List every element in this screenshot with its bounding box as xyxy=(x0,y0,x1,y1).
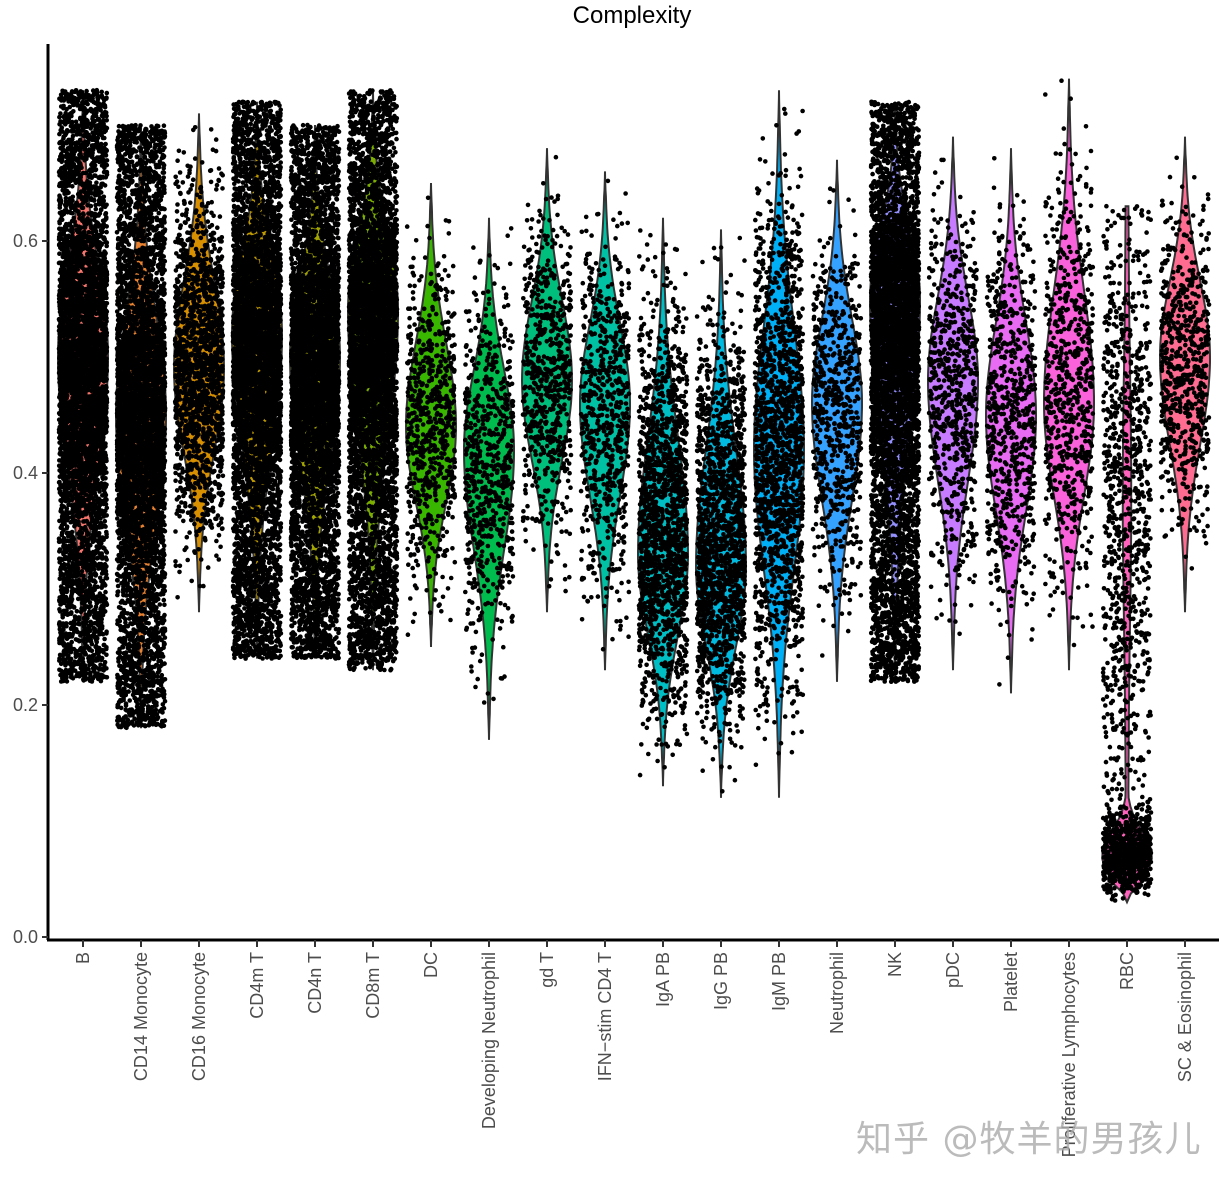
y-tick-label: 0.2 xyxy=(13,695,38,715)
watermark-text: 知乎 @牧羊的男孩儿 xyxy=(856,1110,1201,1162)
x-tick-label: Developing Neutrophil xyxy=(479,952,499,1129)
x-tick-label: gd T xyxy=(537,952,557,988)
y-tick-label: 0.6 xyxy=(13,231,38,251)
x-tick-label: B xyxy=(73,952,93,964)
x-tick-label: CD8m T xyxy=(363,952,383,1019)
x-tick-label: NK xyxy=(885,952,905,977)
x-tick-label: CD4n T xyxy=(305,952,325,1014)
y-axis-ticks: 0.0 0.2 0.4 0.6 xyxy=(13,231,48,947)
x-tick-label: pDC xyxy=(943,952,963,988)
x-tick-label: Platelet xyxy=(1001,952,1021,1012)
x-tick-label: IgG PB xyxy=(711,952,731,1010)
x-tick-label: CD14 Monocyte xyxy=(131,952,151,1081)
x-tick-label: Neutrophil xyxy=(827,952,847,1034)
x-tick-label: SC & Eosinophil xyxy=(1175,952,1195,1082)
y-tick-label: 0.0 xyxy=(13,927,38,947)
x-tick-label: CD16 Monocyte xyxy=(189,952,209,1081)
x-tick-label: RBC xyxy=(1117,952,1137,990)
x-tick-label: DC xyxy=(421,952,441,978)
x-tick-label: IgA PB xyxy=(653,952,673,1007)
violin-plot: 0.0 0.2 0.4 0.6 B CD14 Monocyte CD16 Monocyte… xyxy=(0,0,1219,1183)
y-tick-label: 0.4 xyxy=(13,463,38,483)
x-tick-label: IFN−stim CD4 T xyxy=(595,952,615,1081)
x-tick-label: CD4m T xyxy=(247,952,267,1019)
jitter-points-layer xyxy=(57,78,1212,902)
x-tick-label: IgM PB xyxy=(769,952,789,1011)
violin-layer xyxy=(58,79,1210,903)
